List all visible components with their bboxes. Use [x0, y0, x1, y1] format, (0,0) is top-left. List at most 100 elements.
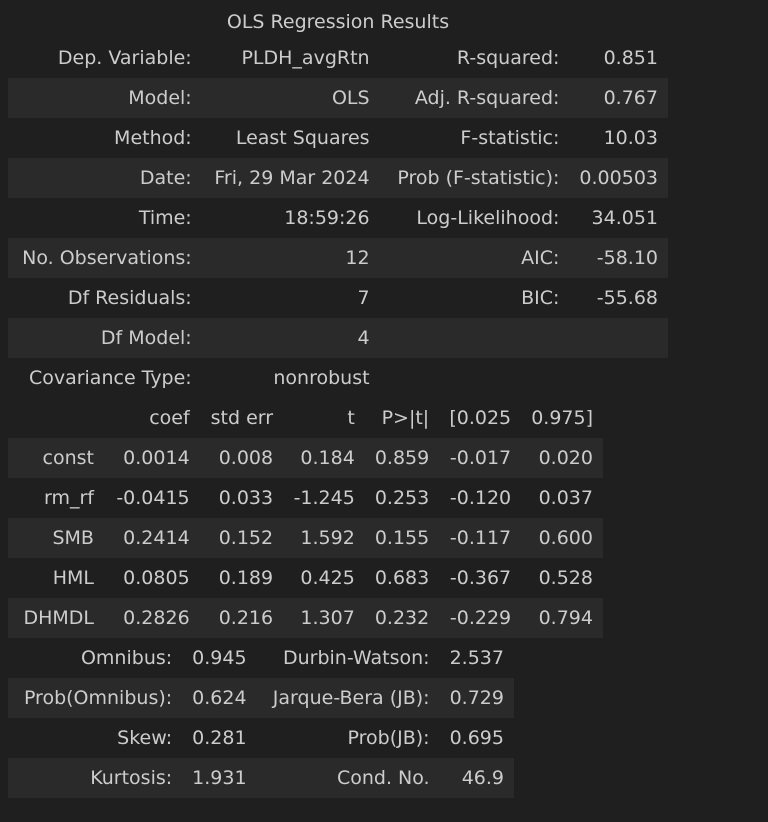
summary-row-cell: Covariance Type: — [28, 367, 192, 389]
coef-row: HML 0.0805 0.189 0.425 0.683 -0.367 0.528 — [8, 558, 603, 598]
coef-row-cell: 0.0014 — [103, 438, 200, 478]
model-summary-table: Dep. Variable: PLDH_avgRtn R-squared: 0.851… — [8, 38, 668, 398]
summary-row-cell: 12 — [201, 238, 380, 278]
diagnostics-row-cell: 0.945 — [192, 647, 247, 669]
summary-row-cell: Prob (F-statistic): — [379, 158, 570, 198]
summary-row: Df Residuals: 7 BIC: -55.68 — [8, 278, 668, 318]
coef-row-cell: 0.216 — [199, 598, 284, 638]
summary-row-cell: Dep. Variable: — [57, 47, 192, 69]
summary-row-cell: 18:59:26 — [284, 207, 370, 229]
summary-row-cell: BIC: — [521, 287, 560, 309]
summary-row-cell — [569, 318, 668, 358]
diagnostics-row-cell: 0.624 — [182, 678, 257, 718]
diagnostics-table: Omnibus: 0.945 Durbin-Watson: 2.537 Prob(Omn… — [8, 638, 514, 798]
summary-row: Df Model: 4 — [8, 318, 668, 358]
summary-row-cell: 10.03 — [603, 127, 658, 149]
summary-row-cell: Log-Likelihood: — [416, 207, 560, 229]
coef-row-cell: const — [8, 438, 104, 478]
summary-row-cell: -58.10 — [569, 238, 668, 278]
coef-row-cell: 1.592 — [283, 518, 365, 558]
summary-row-cell: nonrobust — [273, 367, 370, 389]
summary-row-cell: 0.767 — [569, 78, 668, 118]
summary-row-cell: AIC: — [379, 238, 570, 278]
coef-row: DHMDL 0.2826 0.216 1.307 0.232 -0.229 0.794 — [8, 598, 603, 638]
summary-row: Date: Fri, 29 Mar 2024 Prob (F-statistic):… — [8, 158, 668, 198]
coef-row-cell: 0.189 — [218, 567, 274, 589]
summary-row: Method: Least Squares F-statistic: 10.03 — [8, 118, 668, 158]
coef-row: rm_rf -0.0415 0.033 -1.245 0.253 -0.120 0.037 — [8, 478, 603, 518]
summary-row-cell — [569, 358, 668, 398]
coef-row-cell: 0.020 — [521, 438, 603, 478]
diagnostics-row-cell: 0.695 — [449, 727, 504, 749]
diagnostics-row-cell: Prob(Omnibus): — [8, 678, 183, 718]
coef-row: const 0.0014 0.008 0.184 0.859 -0.017 0.020 — [8, 438, 603, 478]
diagnostics-row-cell: 46.9 — [439, 758, 514, 798]
summary-row-cell — [379, 318, 570, 358]
coef-row-cell: 0.425 — [300, 567, 355, 589]
summary-row-cell: 34.051 — [591, 207, 658, 229]
coef-row-cell: 0.232 — [364, 598, 440, 638]
coef-row-cell: 0.0805 — [123, 567, 190, 589]
coef-row-cell: 0.253 — [374, 487, 430, 509]
coef-row-cell: -0.117 — [439, 518, 522, 558]
diagnostics-row-cell: Omnibus: — [80, 647, 173, 669]
diagnostics-row-cell: 0.729 — [439, 678, 514, 718]
coef-row-cell: 0.794 — [521, 598, 603, 638]
coef-row-cell: 0.2414 — [103, 518, 200, 558]
coef-row-cell: 0.683 — [374, 567, 430, 589]
coefficients-table: coef std err t P>|t| [0.025 0.975] const 0.0014… — [8, 398, 603, 638]
coef-row-cell: DHMDL — [8, 598, 104, 638]
coef-row-cell: HML — [52, 567, 94, 589]
diagnostics-row: Skew: 0.281 Prob(JB): 0.695 — [8, 718, 514, 758]
coef-row-cell: -0.120 — [449, 487, 512, 509]
coef-row-cell: 0.528 — [538, 567, 593, 589]
summary-row-cell: Time: — [138, 207, 192, 229]
coef-row-cell: 0.859 — [364, 438, 440, 478]
diagnostics-row: Omnibus: 0.945 Durbin-Watson: 2.537 — [8, 638, 514, 678]
coef-row-cell: 0.037 — [538, 487, 593, 509]
coef-row-cell: 0.152 — [199, 518, 284, 558]
summary-row: Model: OLS Adj. R-squared: 0.767 — [8, 78, 668, 118]
summary-row-cell: Method: — [114, 127, 192, 149]
summary-row-cell: 0.851 — [603, 47, 658, 69]
coef-row-cell: -0.0415 — [116, 487, 190, 509]
summary-row: No. Observations: 12 AIC: -58.10 — [8, 238, 668, 278]
summary-row-cell: Least Squares — [235, 127, 370, 149]
summary-row-cell: Df Residuals: — [67, 287, 192, 309]
coef-row-cell: SMB — [8, 518, 104, 558]
diagnostics-row-cell: Durbin-Watson: — [282, 647, 430, 669]
summary-row-cell: Adj. R-squared: — [379, 78, 570, 118]
coef-header-cell: std err — [210, 407, 274, 429]
summary-row-cell: Df Model: — [8, 318, 202, 358]
diagnostics-row-cell: Skew: — [117, 727, 173, 749]
summary-row-cell: Model: — [8, 78, 202, 118]
summary-row: Covariance Type: nonrobust — [8, 358, 668, 398]
diagnostics-row: Kurtosis: 1.931 Cond. No. 46.9 — [8, 758, 514, 798]
coef-row-cell: -0.017 — [439, 438, 522, 478]
coef-row-cell: -1.245 — [293, 487, 355, 509]
summary-row-cell: 7 — [357, 287, 370, 309]
coef-row-cell: 0.033 — [218, 487, 274, 509]
coef-header-cell: 0.975] — [531, 407, 593, 429]
coef-header-cell — [8, 398, 104, 438]
coef-row-cell: rm_rf — [43, 487, 94, 509]
coef-row-cell: 0.600 — [521, 518, 603, 558]
results-title: OLS Regression Results — [226, 11, 450, 33]
coef-row-cell: -0.229 — [439, 598, 522, 638]
summary-row-cell: R-squared: — [456, 47, 560, 69]
diagnostics-row: Prob(Omnibus): 0.624 Jarque-Bera (JB): 0.72… — [8, 678, 514, 718]
diagnostics-row-cell: Jarque-Bera (JB): — [256, 678, 440, 718]
summary-row-cell: 4 — [201, 318, 380, 358]
diagnostics-row-cell: 1.931 — [182, 758, 257, 798]
coef-row-cell: 0.184 — [283, 438, 365, 478]
diagnostics-row-cell: 0.281 — [192, 727, 247, 749]
diagnostics-row-cell: Kurtosis: — [8, 758, 183, 798]
coef-row-cell: 0.008 — [199, 438, 284, 478]
coef-header-cell: P>|t| — [381, 407, 430, 429]
summary-row-cell: -55.68 — [596, 287, 658, 309]
summary-row-cell — [380, 358, 570, 398]
coef-header-cell: [0.025 — [449, 407, 512, 429]
coef-row-cell: 1.307 — [283, 598, 365, 638]
summary-row: Time: 18:59:26 Log-Likelihood: 34.051 — [8, 198, 668, 238]
summary-row: Dep. Variable: PLDH_avgRtn R-squared: 0.851 — [8, 38, 668, 78]
